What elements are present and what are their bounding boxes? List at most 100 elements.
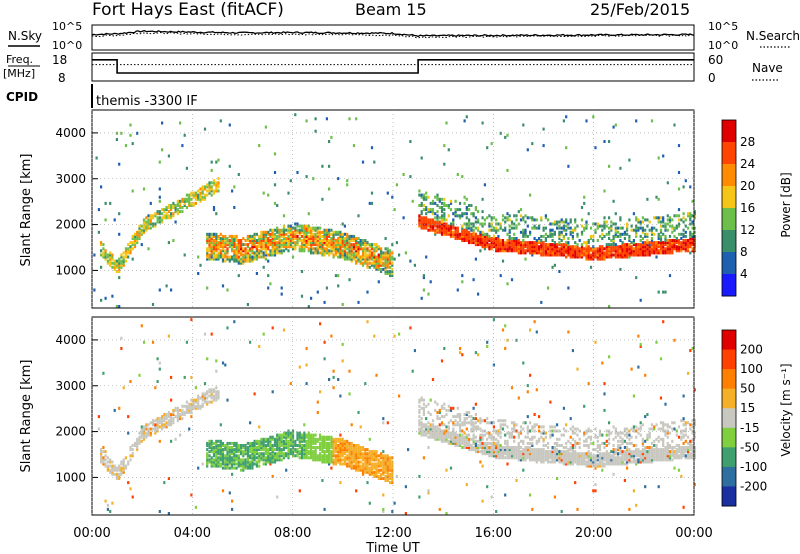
heatmap-cell (303, 241, 306, 245)
heatmap-cell (316, 437, 319, 441)
heatmap-cell (364, 251, 367, 255)
heatmap-cell (120, 255, 123, 259)
heatmap-cell (585, 464, 588, 468)
heatmap-cell (571, 431, 574, 435)
heatmap-cell (486, 417, 489, 421)
heatmap-cell (470, 415, 473, 419)
heatmap-cell (300, 241, 304, 245)
heatmap-cell (346, 239, 349, 242)
heatmap-cell (192, 398, 195, 402)
heatmap-cell (375, 474, 378, 478)
heatmap-cell (244, 462, 247, 466)
heatmap-cell (456, 228, 459, 232)
heatmap-cell (418, 421, 421, 425)
heatmap-cell (617, 245, 620, 249)
heatmap-cell (355, 249, 358, 253)
heatmap-cell (384, 477, 387, 480)
heatmap-cell (436, 224, 439, 228)
heatmap-cell (515, 224, 518, 228)
heatmap-cell (488, 450, 491, 454)
heatmap-cell (183, 133, 186, 137)
heatmap-cell (355, 245, 358, 249)
heatmap-cell (477, 210, 480, 214)
heatmap-cell (129, 380, 132, 383)
heatmap-cell (504, 452, 507, 456)
heatmap-cell (567, 245, 570, 249)
heatmap-cell (497, 245, 500, 249)
heatmap-cell (316, 458, 319, 462)
heatmap-cell (601, 255, 604, 259)
heatmap-cell (587, 452, 590, 456)
heatmap-cell (510, 239, 514, 242)
heatmap-cell (212, 257, 216, 261)
heatmap-cell (551, 253, 554, 257)
heatmap-cell (542, 454, 545, 458)
heatmap-cell (255, 241, 258, 245)
heatmap-cell (463, 237, 466, 240)
heatmap-cell (151, 224, 155, 228)
heatmap-cell (538, 452, 541, 456)
heatmap-cell (479, 234, 482, 238)
heatmap-cell (179, 201, 182, 205)
heatmap-cell (332, 444, 335, 447)
heatmap-cell (418, 222, 421, 226)
heatmap-cell (569, 253, 572, 257)
heatmap-cell (481, 499, 484, 503)
heatmap-cell (389, 265, 392, 269)
heatmap-cell (118, 162, 121, 166)
heatmap-cell (594, 146, 597, 150)
heatmap-cell (170, 204, 173, 207)
heatmap-cell (339, 230, 342, 234)
heatmap-cell (319, 237, 322, 240)
heatmap-cell (323, 237, 326, 240)
heatmap-cell (474, 435, 477, 439)
heatmap-cell (540, 431, 543, 435)
heatmap-cell (628, 247, 631, 251)
heatmap-cell (145, 226, 148, 230)
heatmap-cell (391, 263, 394, 267)
heatmap-cell (628, 158, 631, 162)
heatmap-cell (456, 441, 459, 445)
heatmap-cell (612, 247, 615, 251)
heatmap-cell (332, 241, 335, 245)
heatmap-cell (526, 245, 529, 249)
heatmap-cell (488, 245, 491, 249)
heatmap-cell (221, 448, 225, 452)
heatmap-cell (497, 444, 500, 447)
heatmap-cell (113, 472, 116, 476)
heatmap-cell (210, 249, 213, 253)
heatmap-cell (434, 408, 437, 412)
heatmap-cell (273, 152, 277, 156)
heatmap-cell (267, 437, 270, 441)
heatmap-cell (497, 439, 500, 443)
heatmap-cell (267, 241, 270, 245)
heatmap-cell (440, 433, 444, 437)
heatmap-cell (246, 462, 249, 466)
heatmap-cell (267, 237, 270, 240)
heatmap-cell (118, 265, 121, 269)
heatmap-cell (314, 129, 317, 133)
heatmap-cell (677, 247, 681, 251)
heatmap-cell (497, 241, 500, 245)
heatmap-cell (395, 241, 398, 245)
heatmap-cell (224, 255, 227, 259)
heatmap-cell (603, 189, 606, 193)
heatmap-cell (402, 173, 405, 176)
heatmap-cell (145, 423, 148, 427)
heatmap-cell (549, 230, 552, 234)
heatmap-cell (418, 408, 421, 412)
heatmap-cell (488, 222, 491, 226)
heatmap-cell (291, 232, 295, 236)
heatmap-cell (483, 183, 486, 187)
heatmap-cell (307, 437, 310, 441)
heatmap-cell (264, 232, 267, 236)
heatmap-cell (219, 232, 222, 236)
heatmap-cell (237, 239, 240, 242)
heatmap-cell (542, 249, 545, 253)
heatmap-cell (664, 239, 667, 242)
heatmap-cell (276, 444, 279, 447)
heatmap-cell (452, 415, 455, 419)
heatmap-cell (287, 452, 290, 456)
heatmap-cell (346, 444, 349, 447)
heatmap-cell (420, 417, 423, 421)
